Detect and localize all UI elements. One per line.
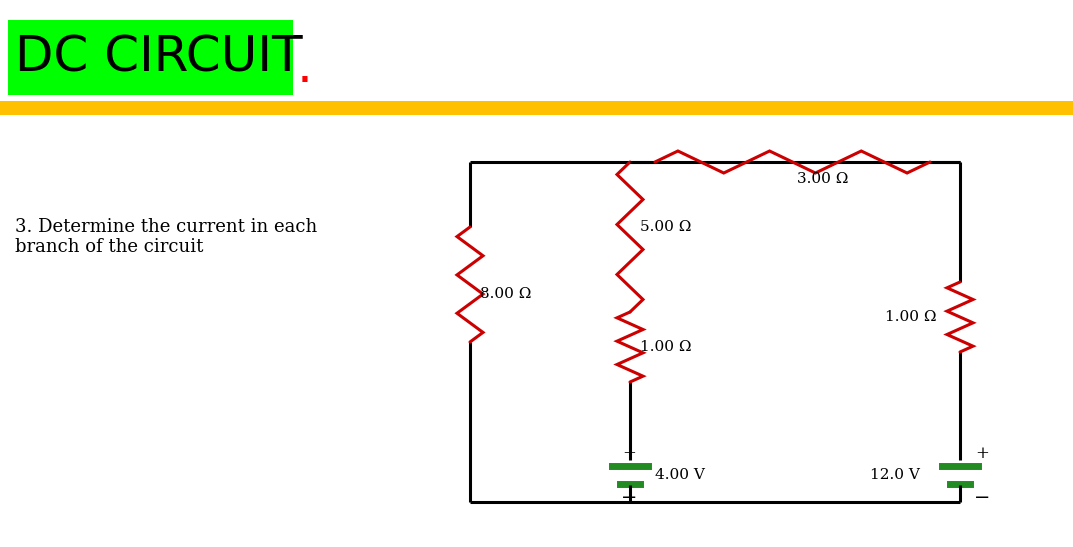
FancyBboxPatch shape	[8, 20, 293, 95]
Text: +: +	[622, 445, 636, 462]
Bar	[0, 101, 1073, 115]
Text: 1.00 Ω: 1.00 Ω	[640, 340, 691, 354]
Text: 3. Determine the current in each
branch of the circuit: 3. Determine the current in each branch …	[15, 218, 318, 257]
Text: 12.0 V: 12.0 V	[870, 468, 920, 482]
Text: 4.00 V: 4.00 V	[655, 468, 705, 482]
Text: −: −	[621, 489, 637, 507]
Text: 1.00 Ω: 1.00 Ω	[885, 310, 937, 324]
Text: DC CIRCUIT: DC CIRCUIT	[15, 33, 303, 82]
Text: 8.00 Ω: 8.00 Ω	[480, 288, 531, 301]
Text: 5.00 Ω: 5.00 Ω	[640, 220, 691, 234]
Text: −: −	[974, 489, 990, 507]
Text: 3.00 Ω: 3.00 Ω	[797, 172, 848, 186]
Text: .: .	[297, 44, 313, 91]
Text: +: +	[975, 445, 989, 462]
